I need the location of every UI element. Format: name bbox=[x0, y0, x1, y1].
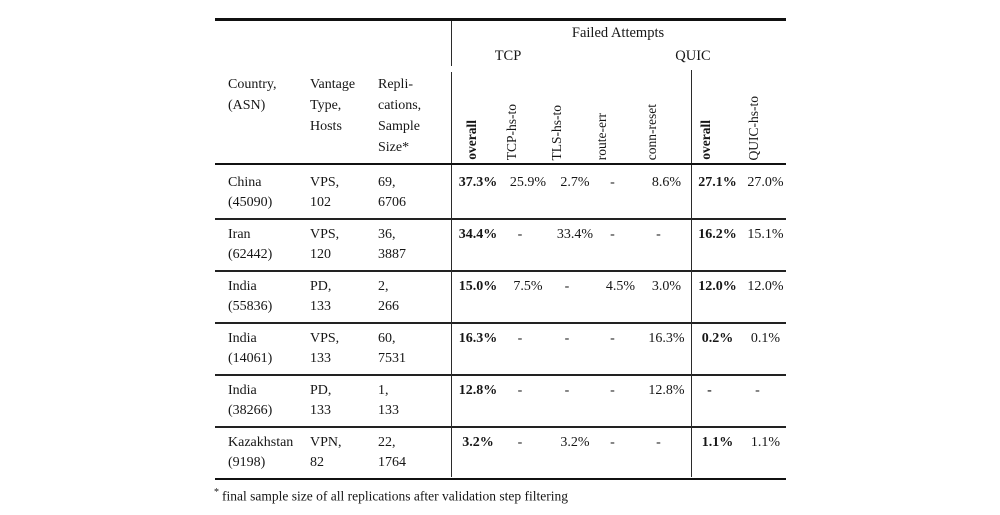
cell-vantage-hosts: PD, 133 bbox=[310, 279, 332, 314]
cell-vantage-hosts: VPS, 120 bbox=[310, 227, 340, 262]
cell-vantage-hosts: VPN, 82 bbox=[310, 435, 342, 470]
cell-conn-reset: 8.6% bbox=[651, 175, 682, 190]
cell-country-asn: India (14061) bbox=[228, 331, 273, 366]
table-row-china-45090: China (45090) VPS, 102 69, 6706 37.3% 25… bbox=[215, 166, 786, 218]
cell-quic-overall: 12.0% bbox=[698, 279, 737, 294]
cell-quic-hs-to: - bbox=[755, 383, 760, 398]
cell-quic-overall: - bbox=[707, 383, 712, 398]
replications-sample-size-column-header: Repli- cations, Sample Size* bbox=[378, 77, 422, 155]
country-asn-column-header: Country, (ASN) bbox=[228, 77, 277, 113]
cell-quic-overall: 1.1% bbox=[701, 435, 734, 450]
cell-quic-hs-to: 27.0% bbox=[747, 175, 784, 190]
cell-tcp-hs-to: - bbox=[517, 227, 523, 242]
cell-quic-hs-to: 15.1% bbox=[747, 227, 784, 242]
cell-vantage-hosts: PD, 133 bbox=[310, 383, 332, 418]
cell-replications-sample: 60, 7531 bbox=[378, 331, 406, 366]
cell-country-asn: India (55836) bbox=[228, 279, 273, 314]
tcp-group-header: TCP bbox=[494, 48, 522, 64]
cell-quic-hs-to: 1.1% bbox=[750, 435, 781, 450]
cell-quic-hs-to: 0.1% bbox=[750, 331, 781, 346]
cell-tcp-overall: 16.3% bbox=[458, 331, 498, 346]
table-top-rule bbox=[215, 18, 786, 21]
cell-route-err: 4.5% bbox=[605, 279, 636, 294]
cell-tcp-overall: 15.0% bbox=[458, 279, 498, 294]
table-row-india-55836: India (55836) PD, 133 2, 266 15.0% 7.5% … bbox=[215, 270, 786, 322]
header-bottom-rule bbox=[215, 163, 786, 165]
row-separator bbox=[215, 374, 786, 376]
cell-route-err: - bbox=[610, 175, 615, 190]
cell-country-asn: Iran (62442) bbox=[228, 227, 273, 262]
conn-reset-column-header: conn-reset bbox=[644, 103, 659, 160]
cell-tls-hs-to: 33.4% bbox=[556, 227, 594, 242]
tcp-hs-to-column-header: TCP-hs-to bbox=[504, 103, 519, 160]
cell-vantage-hosts: VPS, 102 bbox=[310, 175, 340, 210]
quic-group-divider bbox=[690, 70, 692, 163]
cell-tcp-overall: 37.3% bbox=[458, 175, 498, 190]
failed-attempts-header: Failed Attempts bbox=[571, 25, 665, 41]
row-separator bbox=[215, 322, 786, 324]
cell-tcp-overall: 3.2% bbox=[462, 435, 494, 450]
cell-quic-overall: 0.2% bbox=[701, 331, 734, 346]
vantage-type-hosts-column-header: Vantage Type, Hosts bbox=[310, 77, 356, 134]
cell-replications-sample: 22, 1764 bbox=[378, 435, 406, 470]
table-body: China (45090) VPS, 102 69, 6706 37.3% 25… bbox=[215, 166, 786, 478]
tls-hs-to-column-header: TLS-hs-to bbox=[549, 104, 564, 161]
cell-quic-overall: 16.2% bbox=[698, 227, 737, 242]
cell-tcp-overall: 34.4% bbox=[458, 227, 498, 242]
cell-quic-overall: 27.1% bbox=[698, 175, 737, 190]
tcp-overall-column-header: overall bbox=[464, 120, 479, 160]
table-row-iran-62442: Iran (62442) VPS, 120 36, 3887 34.4% - 3… bbox=[215, 218, 786, 270]
cell-tls-hs-to: - bbox=[564, 383, 570, 398]
cell-tcp-hs-to: 25.9% bbox=[509, 175, 547, 190]
cell-route-err: - bbox=[610, 383, 615, 398]
cell-conn-reset: - bbox=[656, 435, 661, 450]
cell-tcp-overall: 12.8% bbox=[458, 383, 498, 398]
cell-vantage-hosts: VPS, 133 bbox=[310, 331, 340, 366]
cell-conn-reset: 3.0% bbox=[651, 279, 682, 294]
cell-tcp-hs-to: - bbox=[517, 435, 523, 450]
table-bottom-rule bbox=[215, 477, 786, 480]
cell-conn-reset: 16.3% bbox=[648, 331, 685, 346]
tcp-group-divider bbox=[450, 165, 452, 477]
cell-country-asn: India (38266) bbox=[228, 383, 273, 418]
cell-country-asn: China (45090) bbox=[228, 175, 273, 210]
cell-quic-hs-to: 12.0% bbox=[747, 279, 784, 294]
cell-route-err: - bbox=[610, 331, 615, 346]
cell-tls-hs-to: 2.7% bbox=[560, 175, 590, 190]
cell-replications-sample: 36, 3887 bbox=[378, 227, 406, 262]
table-row-kazakhstan-9198: Kazakhstan (9198) VPN, 82 22, 1764 3.2% … bbox=[215, 426, 786, 478]
table-row-india-14061: India (14061) VPS, 133 60, 7531 16.3% - … bbox=[215, 322, 786, 374]
cell-route-err: - bbox=[610, 435, 615, 450]
cell-tcp-hs-to: - bbox=[517, 383, 523, 398]
quic-group-header: QUIC bbox=[675, 48, 711, 64]
cell-tls-hs-to: 3.2% bbox=[560, 435, 590, 450]
cell-tcp-hs-to: 7.5% bbox=[513, 279, 543, 294]
footnote-marker: * bbox=[214, 487, 219, 498]
cell-conn-reset: - bbox=[656, 227, 661, 242]
cell-tls-hs-to: - bbox=[564, 331, 570, 346]
footnote-text: final sample size of all replications af… bbox=[222, 488, 569, 504]
results-table: Failed Attempts TCP QUIC Country, (ASN) … bbox=[215, 18, 786, 480]
cell-replications-sample: 1, 133 bbox=[378, 383, 399, 418]
cell-conn-reset: 12.8% bbox=[648, 383, 685, 398]
cell-replications-sample: 69, 6706 bbox=[378, 175, 406, 210]
cell-replications-sample: 2, 266 bbox=[378, 279, 399, 314]
row-separator bbox=[215, 270, 786, 272]
tcp-group-divider bbox=[450, 72, 452, 163]
quic-hs-to-column-header: QUIC-hs-to bbox=[746, 95, 761, 161]
table-row-india-38266: India (38266) PD, 133 1, 133 12.8% - - -… bbox=[215, 374, 786, 426]
table-footnote: * final sample size of all replications a… bbox=[214, 487, 568, 505]
cell-tcp-hs-to: - bbox=[517, 331, 523, 346]
row-separator bbox=[215, 218, 786, 220]
cell-tls-hs-to: - bbox=[564, 279, 570, 294]
cell-country-asn: Kazakhstan (9198) bbox=[228, 435, 294, 470]
cell-route-err: - bbox=[610, 227, 615, 242]
tcp-group-divider bbox=[450, 20, 452, 66]
quic-group-divider bbox=[690, 165, 692, 477]
quic-overall-column-header: overall bbox=[698, 120, 713, 160]
row-separator bbox=[215, 426, 786, 428]
route-err-column-header: route-err bbox=[594, 112, 609, 160]
